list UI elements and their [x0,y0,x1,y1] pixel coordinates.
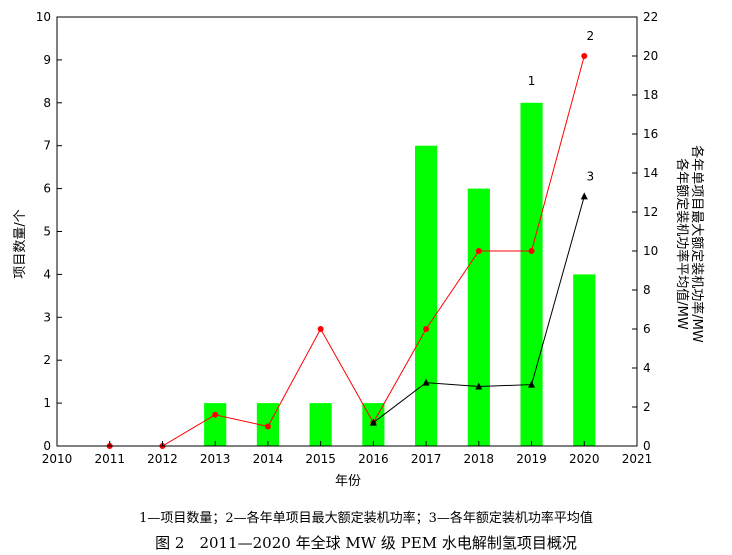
point [317,326,324,332]
y2-tick-label: 16 [643,127,658,141]
bar [573,274,596,446]
point [581,53,588,59]
y-tick-label: 3 [43,310,51,324]
y2-tick-label: 8 [643,283,651,297]
y-tick-label: 0 [43,439,51,453]
bar [415,145,438,446]
y2-axis-label-inner: 各年单项目最大额定装机功率/MW [689,145,705,343]
point [580,192,588,200]
line-group [106,53,588,449]
point [422,378,430,386]
bar [309,403,332,446]
y-tick-label: 10 [36,10,51,24]
y2-tick-label: 4 [643,361,651,375]
x-tick-label: 2020 [569,452,600,466]
x-tick-label: 2011 [94,452,125,466]
point [369,418,377,426]
y-tick-label: 5 [43,225,51,239]
x-axis-label: 年份 [335,474,361,489]
y2-tick-label: 10 [643,244,658,258]
plot-frame [56,16,638,447]
y-tick-label: 4 [43,267,51,281]
series-line [109,55,585,447]
y-tick-label: 7 [43,139,51,153]
y2-tick-label: 6 [643,322,651,336]
point [423,326,430,332]
y-tick-label: 9 [43,53,51,67]
x-tick-label: 2010 [42,452,73,466]
x-tick-label: 2015 [305,452,336,466]
y-tick-label: 1 [43,396,51,410]
y2-tick-label: 12 [643,205,658,219]
y2-tick-label: 22 [643,10,658,24]
series-label-group: 1 2 3 [528,29,594,183]
point [528,248,535,254]
y2-tick-label: 20 [643,49,658,63]
bar [520,102,543,447]
point [475,382,483,390]
series-label: 2 [586,29,594,43]
point [264,423,271,430]
x-tick-label: 2016 [358,452,389,466]
legend: 1—项目数量；2—各年单项目最大额定装机功率；3—各年额定装机功率平均值 [139,511,593,526]
y-tick-label: 2 [43,353,51,367]
point [528,380,536,388]
y2-tick-label: 14 [643,166,658,180]
y2-tick-label: 18 [643,88,658,102]
y2-axis-label-outer: 各年额定装机功率平均值/MW [674,158,690,330]
x-tick-label: 2018 [464,452,495,466]
x-tick-label: 2014 [253,452,284,466]
bar [204,403,227,446]
x-tick-label: 2017 [411,452,442,466]
y-tick-label: 6 [43,182,51,196]
y-tick-label: 8 [43,96,51,110]
y2-tick-label: 0 [643,439,651,453]
axes: 2010 2011 2012 2013 2014 2015 2016 2017 2018 2019… [36,10,659,466]
chart: 2010 2011 2012 2013 2014 2015 2016 2017 2018 2019… [13,10,705,489]
x-tick-label: 2019 [516,452,547,466]
point [475,248,482,254]
y-axis-label: 项目数量/个 [13,209,28,278]
series-label: 1 [528,74,536,88]
x-tick-label: 2013 [200,452,231,466]
bar-group [204,102,596,447]
x-tick-label: 2012 [147,452,178,466]
y2-tick-label: 2 [643,400,651,414]
series-label: 3 [586,169,594,183]
point [212,411,219,418]
bar [467,188,490,446]
figure-caption: 图 2 2011—2020 年全球 MW 级 PEM 水电解制氢项目概况 [155,534,577,552]
x-tick-label: 2021 [622,452,653,466]
